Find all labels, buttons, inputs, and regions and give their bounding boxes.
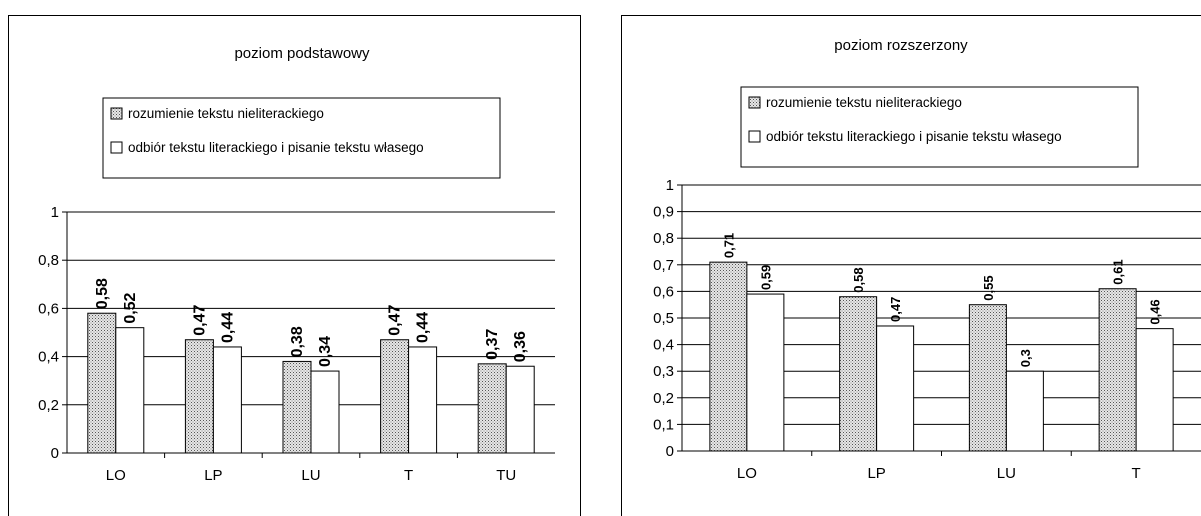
y-tick-label: 1 (666, 177, 674, 194)
legend-box (740, 86, 1139, 168)
data-label: 0,3 (1018, 349, 1033, 367)
data-label: 0,61 (1111, 259, 1126, 284)
legend-label-0: rozumienie tekstu nieliterackiego (128, 106, 324, 121)
data-label: 0,46 (1148, 299, 1163, 324)
bar-LP-s0 (184, 339, 214, 454)
data-label: 0,34 (317, 336, 334, 367)
bar-TU-s1 (505, 365, 535, 454)
data-label: 0,36 (512, 331, 529, 362)
data-label: 0,44 (415, 312, 432, 343)
x-tick-label: T (404, 467, 413, 484)
chart-canvas: poziom rozszerzony rozumienie tekstu niel… (621, 15, 1201, 516)
data-label: 0,47 (191, 304, 208, 335)
y-tick-label: 0,6 (653, 283, 674, 300)
y-tick-label: 0,4 (38, 349, 59, 366)
y-tick-label: 0,2 (653, 390, 674, 407)
bar-LO-s0 (709, 261, 748, 452)
bar-LO-s1 (746, 293, 785, 452)
legend-swatch-1 (748, 130, 761, 143)
x-tick-label: LP (867, 465, 885, 482)
bar-LU-s0 (968, 304, 1007, 452)
y-tick-label: 0,8 (38, 252, 59, 269)
chart-title: poziom rozszerzony (834, 37, 968, 54)
chart-canvas: poziom podstawowy rozumienie tekstu nieli… (8, 15, 581, 516)
x-tick-label: LO (106, 467, 126, 484)
data-label: 0,59 (758, 265, 773, 290)
bar-LP-s1 (876, 325, 915, 452)
chart-poziom-rozszerzony: poziom rozszerzony rozumienie tekstu niel… (621, 15, 1201, 516)
bar-LP-s0 (839, 296, 878, 452)
legend-swatch-1 (110, 141, 123, 154)
data-label: 0,71 (721, 233, 736, 258)
bar-LO-s0 (87, 312, 117, 454)
y-tick-label: 0,3 (653, 363, 674, 380)
y-tick-label: 0 (666, 443, 674, 460)
bar-T-s0 (380, 339, 410, 454)
bar-LU-s1 (1005, 370, 1044, 452)
legend-swatch-0 (110, 107, 123, 120)
y-tick-label: 0 (51, 445, 59, 462)
x-tick-label: LP (204, 467, 222, 484)
bar-TU-s0 (477, 363, 507, 454)
y-tick-label: 1 (51, 204, 59, 221)
data-label: 0,44 (219, 312, 236, 343)
bar-T-s0 (1098, 288, 1137, 452)
x-tick-label: T (1132, 465, 1141, 482)
bar-T-s1 (1135, 328, 1174, 452)
chart-poziom-podstawowy: poziom podstawowy rozumienie tekstu nieli… (8, 15, 581, 516)
data-label: 0,37 (484, 329, 501, 360)
legend-label-1: odbiór tekstu literackiego i pisanie tek… (128, 140, 424, 155)
x-tick-label: LU (997, 465, 1016, 482)
x-tick-label: LO (737, 465, 757, 482)
legend-box (102, 97, 501, 179)
legend-label-0: rozumienie tekstu nieliterackiego (766, 95, 962, 110)
bar-LP-s1 (212, 346, 242, 454)
data-label: 0,55 (981, 275, 996, 300)
x-tick-label: TU (496, 467, 516, 484)
x-tick-label: LU (301, 467, 320, 484)
bar-LO-s1 (115, 327, 145, 454)
y-tick-label: 0,6 (38, 300, 59, 317)
data-label: 0,52 (122, 292, 139, 323)
y-tick-label: 0,2 (38, 397, 59, 414)
y-tick-label: 0,5 (653, 310, 674, 327)
bar-LU-s1 (310, 370, 340, 454)
data-label: 0,38 (289, 326, 306, 357)
data-label: 0,58 (851, 267, 866, 292)
y-tick-label: 0,8 (653, 230, 674, 247)
y-tick-label: 0,7 (653, 257, 674, 274)
data-label: 0,47 (387, 304, 404, 335)
bar-LU-s0 (282, 360, 312, 454)
legend-swatch-0 (748, 96, 761, 109)
y-tick-label: 0,4 (653, 337, 674, 354)
bar-T-s1 (408, 346, 438, 454)
data-label: 0,47 (888, 297, 903, 322)
chart-title: poziom podstawowy (234, 45, 370, 62)
data-label: 0,58 (94, 278, 111, 309)
y-tick-label: 0,9 (653, 204, 674, 221)
legend-label-1: odbiór tekstu literackiego i pisanie tek… (766, 129, 1062, 144)
y-tick-label: 0,1 (653, 416, 674, 433)
